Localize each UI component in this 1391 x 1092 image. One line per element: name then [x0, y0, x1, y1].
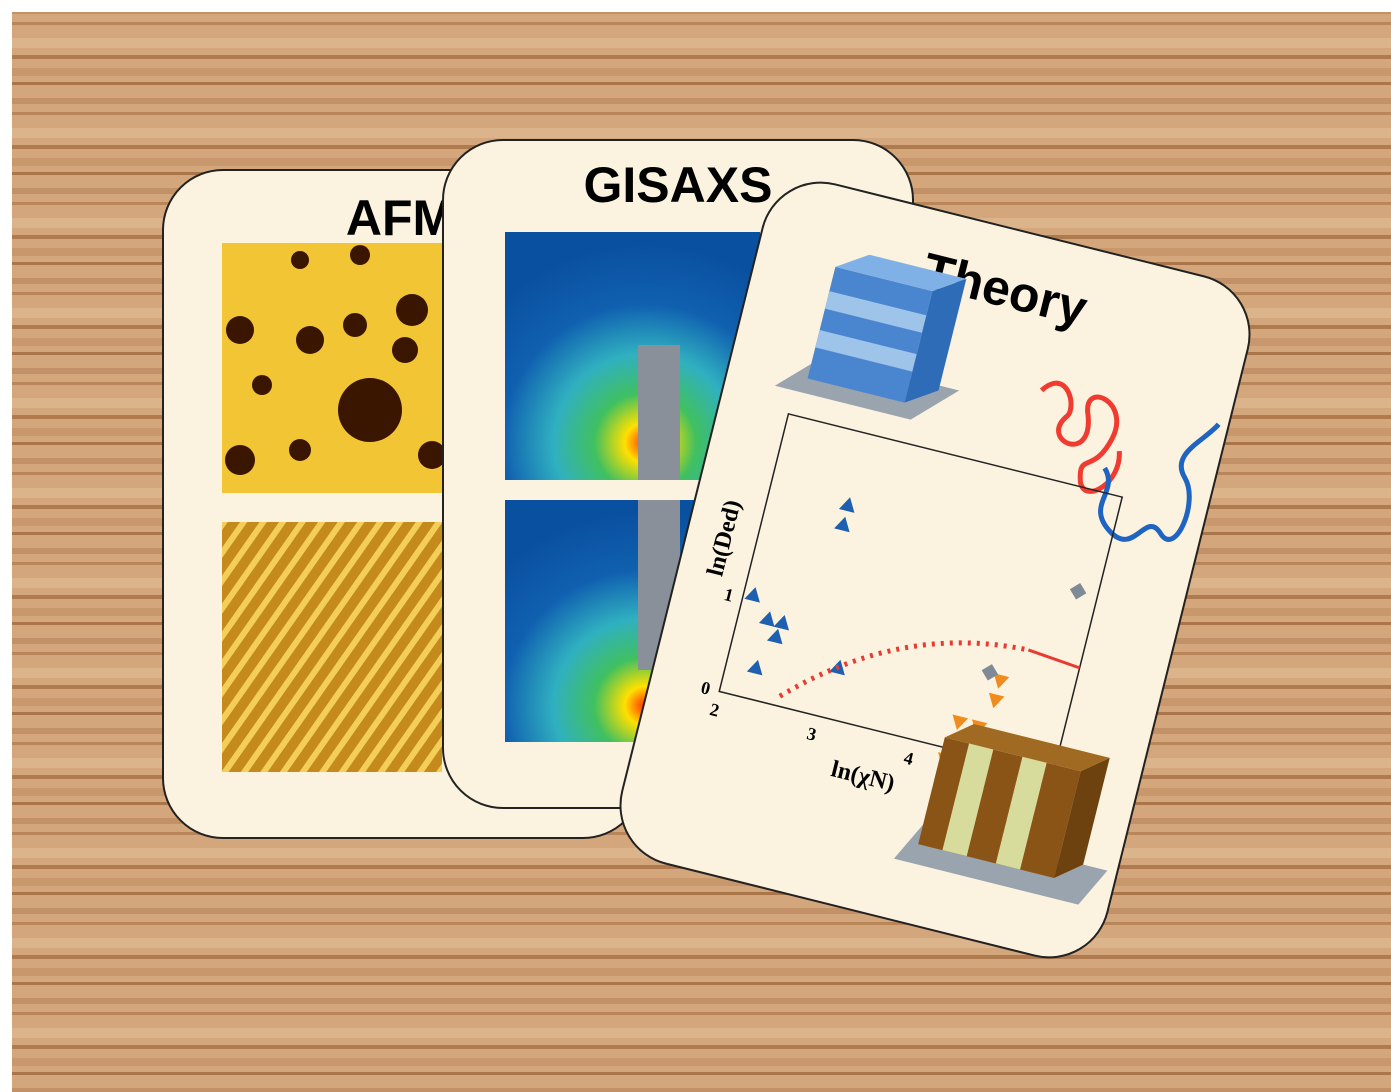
polymer-chain: [1039, 380, 1122, 494]
afm-image: [222, 243, 442, 493]
lamellae-stack: [774, 254, 967, 420]
lamellae-stack: [893, 723, 1110, 905]
card-title: GISAXS: [584, 157, 773, 213]
afm-image: [222, 522, 442, 772]
theory-card: Theory 2 3 4 0 1 ln(χN) ln(Ded): [619, 181, 1251, 959]
polymer-chain: [1098, 422, 1221, 542]
plot-frame: [718, 412, 1124, 776]
card-title: AFM: [346, 190, 454, 246]
